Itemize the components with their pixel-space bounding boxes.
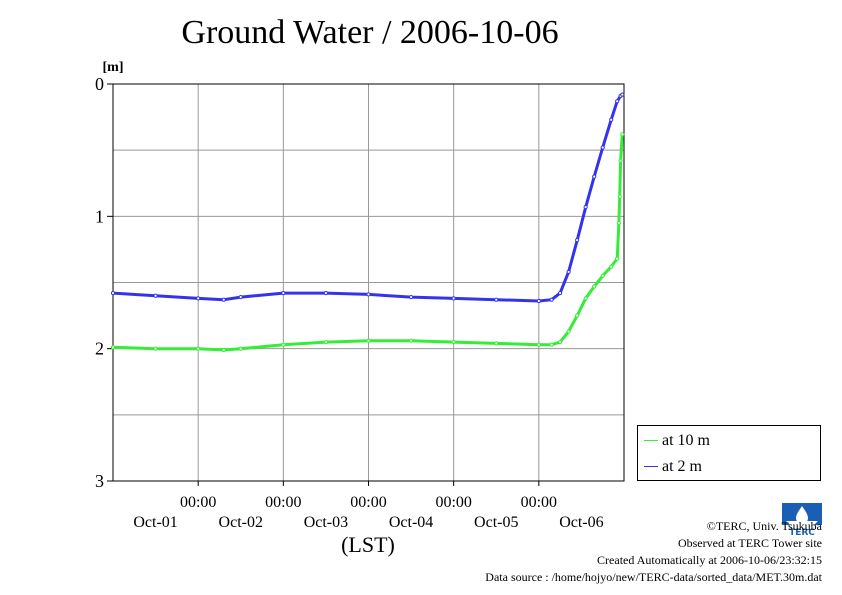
data-point (196, 296, 201, 301)
legend-item-10m: at 10 m (644, 431, 710, 451)
legend-label-10m: at 10 m (662, 432, 710, 449)
data-point (615, 99, 620, 104)
data-point (575, 238, 580, 243)
data-point (583, 296, 588, 301)
data-point (566, 269, 571, 275)
x-tick-date-label: Oct-02 (219, 514, 263, 531)
data-point (600, 273, 605, 278)
y-axis-label: [m] (103, 60, 124, 75)
data-point (592, 284, 597, 289)
data-point (615, 256, 620, 261)
chart-title: Ground Water / 2006-10-06 (181, 14, 559, 51)
credit-copyright: ©TERC, Univ. Tsukuba (706, 519, 822, 533)
data-point (558, 339, 563, 345)
data-point (575, 313, 580, 318)
data-point (618, 158, 623, 163)
credits: ©TERC, Univ. Tsukuba Observed at TERC To… (485, 518, 822, 586)
data-point (451, 296, 456, 301)
data-point (323, 339, 329, 345)
data-point (583, 204, 588, 210)
data-point (536, 342, 541, 347)
credit-created: Created Automatically at 2006-10-06/23:3… (597, 553, 822, 567)
data-point (238, 346, 243, 351)
y-tick-label: 0 (95, 74, 104, 94)
data-point (110, 290, 116, 296)
data-point (153, 346, 158, 351)
legend-item-2m: at 2 m (644, 457, 702, 477)
x-tick-date-label: Oct-06 (559, 514, 603, 531)
data-point (536, 298, 541, 304)
y-tick-label: 3 (95, 471, 104, 491)
x-tick-time-label: 00:00 (521, 494, 557, 511)
data-point (494, 297, 499, 302)
data-point (366, 292, 371, 297)
x-tick-time-label: 00:00 (265, 494, 301, 511)
data-point (408, 294, 414, 300)
legend-label-2m: at 2 m (662, 458, 702, 475)
y-tick-label: 1 (95, 206, 104, 226)
logo-text: TERC (789, 528, 815, 537)
data-point (238, 294, 243, 300)
x-tick-time-label: 00:00 (350, 494, 386, 511)
data-point (323, 290, 329, 296)
data-point (609, 117, 614, 122)
y-tick-label: 2 (95, 339, 104, 359)
credit-site: Observed at TERC Tower site (677, 536, 822, 550)
data-point (609, 264, 614, 269)
x-tick-date-label: Oct-03 (304, 514, 348, 531)
data-point (221, 347, 226, 353)
x-axis-label: (LST) (341, 532, 395, 557)
data-point (592, 174, 597, 179)
data-point (451, 339, 456, 345)
data-point (566, 329, 571, 334)
data-point (620, 92, 625, 97)
data-point (153, 293, 158, 298)
data-point (281, 342, 286, 347)
data-point (616, 220, 621, 226)
data-point (110, 345, 116, 350)
legend-swatch-10m (644, 431, 658, 451)
series-line-2m (112, 93, 624, 303)
series-line-10m (112, 134, 624, 352)
data-point (620, 132, 625, 137)
data-point (549, 297, 554, 302)
data-point (408, 338, 414, 343)
x-tick-time-label: 00:00 (435, 494, 471, 511)
data-point (494, 341, 499, 346)
data-point (549, 342, 554, 347)
legend-swatch-2m (644, 457, 658, 477)
data-point (366, 338, 371, 343)
credit-source: Data source : /home/hojyo/new/TERC-data/… (485, 570, 822, 584)
x-tick-time-label: 00:00 (180, 494, 216, 511)
data-point (617, 194, 622, 199)
data-point (558, 290, 563, 296)
data-point (281, 290, 286, 296)
data-point (196, 346, 201, 351)
x-tick-date-label: Oct-04 (389, 514, 433, 531)
data-point (221, 297, 226, 302)
x-tick-date-label: Oct-01 (133, 514, 177, 531)
x-tick-date-label: Oct-05 (474, 514, 518, 531)
data-point (600, 145, 605, 150)
terc-logo-icon: TERC (782, 503, 822, 537)
legend: at 10 m at 2 m (637, 425, 821, 481)
